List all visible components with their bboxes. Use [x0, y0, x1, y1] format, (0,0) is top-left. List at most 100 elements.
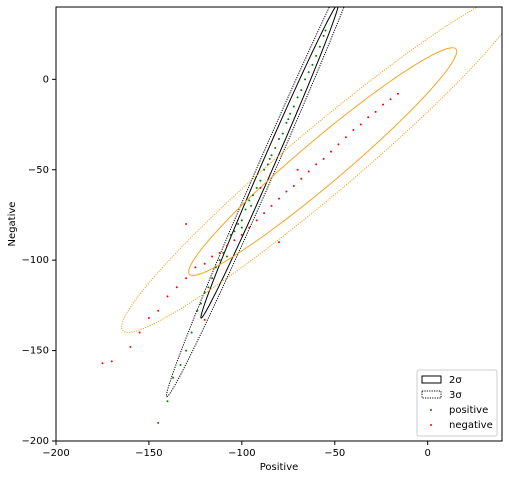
point [278, 138, 280, 141]
point [185, 223, 188, 225]
point [315, 163, 318, 166]
point [129, 345, 132, 348]
point [248, 199, 251, 202]
point [175, 286, 178, 289]
point [352, 128, 355, 131]
point [166, 400, 169, 403]
point [330, 150, 333, 153]
confidence-ellipse [165, 7, 345, 398]
point [292, 185, 295, 188]
point [270, 154, 273, 157]
point [194, 266, 197, 269]
point [304, 78, 307, 81]
point [322, 34, 325, 37]
y-axis-label: Negative [7, 202, 18, 247]
point [199, 302, 202, 305]
x-tick-label: −150 [135, 448, 162, 459]
point [396, 92, 399, 95]
point [344, 136, 347, 139]
point [292, 105, 295, 108]
point [270, 204, 273, 207]
y-tick-label: −150 [22, 346, 49, 357]
point [233, 239, 236, 242]
point [240, 226, 243, 229]
legend-swatch [421, 390, 442, 399]
point [138, 331, 141, 334]
point [244, 208, 247, 211]
point [300, 177, 303, 180]
y-tick-label: −50 [28, 165, 49, 176]
legend-marker [430, 409, 432, 411]
point [203, 318, 206, 321]
x-tick-label: −50 [324, 448, 345, 459]
point [367, 116, 370, 119]
point [214, 266, 217, 269]
point [359, 123, 362, 126]
point [285, 121, 288, 124]
point [278, 197, 280, 200]
point [207, 286, 210, 289]
point [307, 170, 310, 173]
point [225, 255, 228, 258]
point [266, 163, 269, 166]
point [259, 186, 262, 189]
point [101, 362, 104, 365]
y-tick-label: 0 [43, 74, 49, 85]
point [229, 233, 232, 236]
point [296, 168, 299, 171]
confidence-ellipse [200, 7, 339, 319]
legend-box [416, 369, 498, 437]
point [166, 295, 169, 298]
legend-marker [430, 424, 432, 426]
point [110, 360, 113, 363]
y-tick-label: −100 [22, 255, 49, 266]
point [240, 233, 243, 236]
point [300, 89, 303, 92]
point [250, 204, 253, 207]
point [218, 259, 221, 262]
point [285, 190, 288, 193]
point [268, 157, 271, 160]
point [248, 226, 251, 229]
point [222, 251, 225, 254]
point [203, 262, 206, 265]
point [324, 29, 327, 32]
point [185, 349, 188, 352]
point [322, 157, 325, 160]
point [203, 291, 206, 294]
x-tick-label: −200 [42, 448, 69, 459]
legend-label: 3σ [449, 390, 462, 401]
point [185, 277, 188, 280]
legend-label: negative [449, 420, 493, 431]
legend-label: positive [449, 405, 488, 416]
point [296, 96, 299, 99]
point [196, 309, 199, 312]
point [240, 219, 243, 222]
x-tick-label: −100 [228, 448, 255, 459]
point [263, 168, 266, 171]
point [287, 118, 290, 121]
point [211, 255, 214, 258]
point [382, 103, 385, 106]
point [211, 277, 214, 280]
point [337, 143, 340, 146]
point [274, 147, 277, 150]
legend-label: 2σ [449, 375, 462, 386]
point [318, 45, 321, 48]
point [278, 241, 280, 244]
point [311, 63, 314, 66]
axes-frame [55, 6, 503, 442]
point [259, 179, 262, 182]
x-tick-label: 0 [424, 448, 430, 459]
point [157, 421, 160, 424]
point [307, 71, 310, 74]
point [179, 364, 182, 367]
point [157, 309, 160, 312]
point [255, 186, 258, 189]
point [225, 244, 228, 247]
point [233, 230, 236, 233]
point [218, 251, 221, 254]
y-tick-label: −200 [22, 436, 49, 447]
plot-area [101, 7, 502, 424]
